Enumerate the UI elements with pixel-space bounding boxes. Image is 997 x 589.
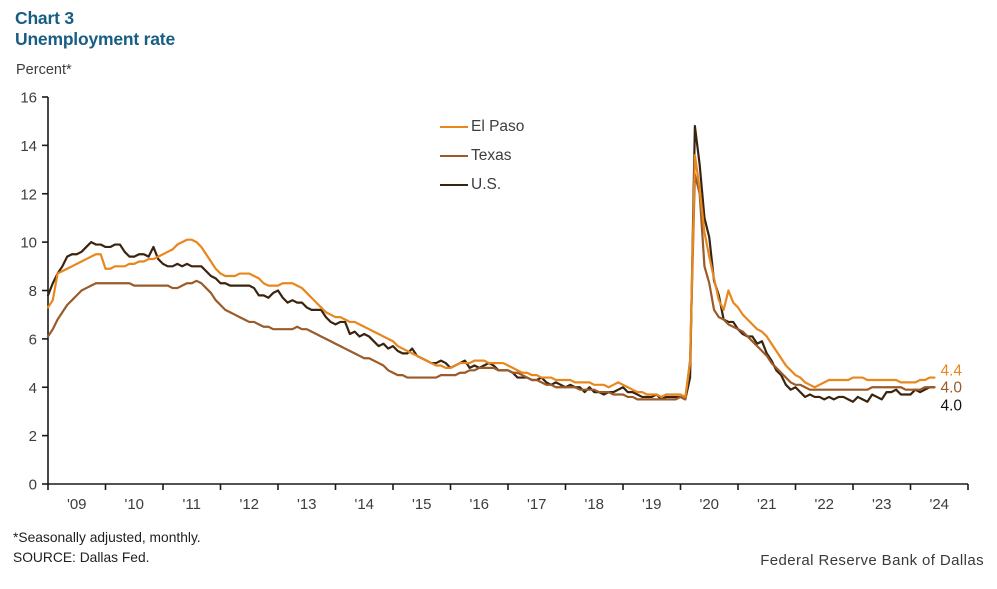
x-axis-tick-label: '11: [183, 496, 201, 513]
chart-number: Chart 3: [15, 8, 74, 28]
y-axis-tick-label: 10: [20, 235, 37, 252]
chart-legend: El Paso Texas U.S.: [440, 116, 524, 196]
y-axis-tick-label: 12: [20, 186, 37, 203]
x-axis-tick-label: '15: [412, 496, 432, 513]
y-axis-tick-label: 16: [20, 90, 37, 107]
x-axis-tick-label: '18: [584, 496, 604, 513]
x-axis-tick-label: '16: [469, 496, 489, 513]
chart-header: Chart 3 Unemployment rate: [15, 8, 175, 50]
end-value-label-u-s-: 4.0: [940, 397, 962, 414]
legend-item-texas: Texas: [440, 145, 524, 167]
legend-label: U.S.: [471, 176, 502, 193]
x-axis-tick-label: '14: [354, 496, 374, 513]
y-axis-tick-label: 6: [29, 331, 37, 348]
end-value-label-texas: 4.0: [940, 379, 962, 396]
legend-swatch-line: [440, 126, 468, 128]
frb-dallas-wordmark: Federal Reserve Bank of Dallas: [760, 552, 984, 569]
x-axis-tick-label: '21: [757, 496, 777, 513]
x-axis-tick-label: '13: [297, 496, 317, 513]
chart-title: Unemployment rate: [15, 29, 175, 49]
y-axis-tick-label: 8: [29, 283, 37, 300]
x-axis-tick-label: '09: [67, 496, 87, 513]
axes: [42, 96, 969, 490]
x-axis-tick-label: '12: [239, 496, 259, 513]
x-axis-tick-label: '23: [872, 496, 892, 513]
series-line-u-s-: [46, 124, 936, 403]
legend-label: Texas: [471, 147, 512, 164]
legend-swatch-line: [440, 184, 468, 186]
legend-item-u-s-: U.S.: [440, 174, 524, 196]
series-line-texas: [46, 173, 936, 401]
y-axis-tick-label: 14: [20, 138, 37, 155]
legend-swatch-line: [440, 155, 468, 157]
x-axis-tick-label: '17: [527, 496, 547, 513]
footnote-source: SOURCE: Dallas Fed.: [13, 550, 150, 565]
chart-footnotes: *Seasonally adjusted, monthly. SOURCE: D…: [13, 528, 201, 568]
x-axis-tick-label: '19: [642, 496, 662, 513]
end-value-label-el-paso: 4.4: [940, 363, 962, 380]
x-axis-tick-label: '24: [929, 496, 949, 513]
y-axis-unit-label: Percent*: [16, 62, 72, 78]
legend-item-el-paso: El Paso: [440, 116, 524, 138]
footnote-seasonal: *Seasonally adjusted, monthly.: [13, 530, 201, 545]
series-line-el-paso: [46, 153, 936, 399]
x-axis-tick-label: '20: [699, 496, 719, 513]
y-axis-tick-label: 2: [29, 428, 37, 445]
y-axis-tick-label: 0: [29, 477, 37, 494]
x-axis-tick-label: '10: [124, 496, 144, 513]
y-axis-tick-label: 4: [29, 380, 37, 397]
x-axis-tick-label: '22: [814, 496, 834, 513]
legend-label: El Paso: [471, 118, 525, 135]
